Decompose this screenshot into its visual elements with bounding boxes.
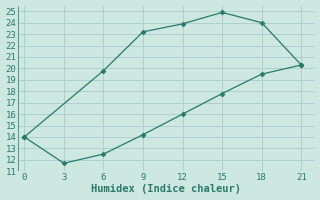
- X-axis label: Humidex (Indice chaleur): Humidex (Indice chaleur): [91, 184, 241, 194]
